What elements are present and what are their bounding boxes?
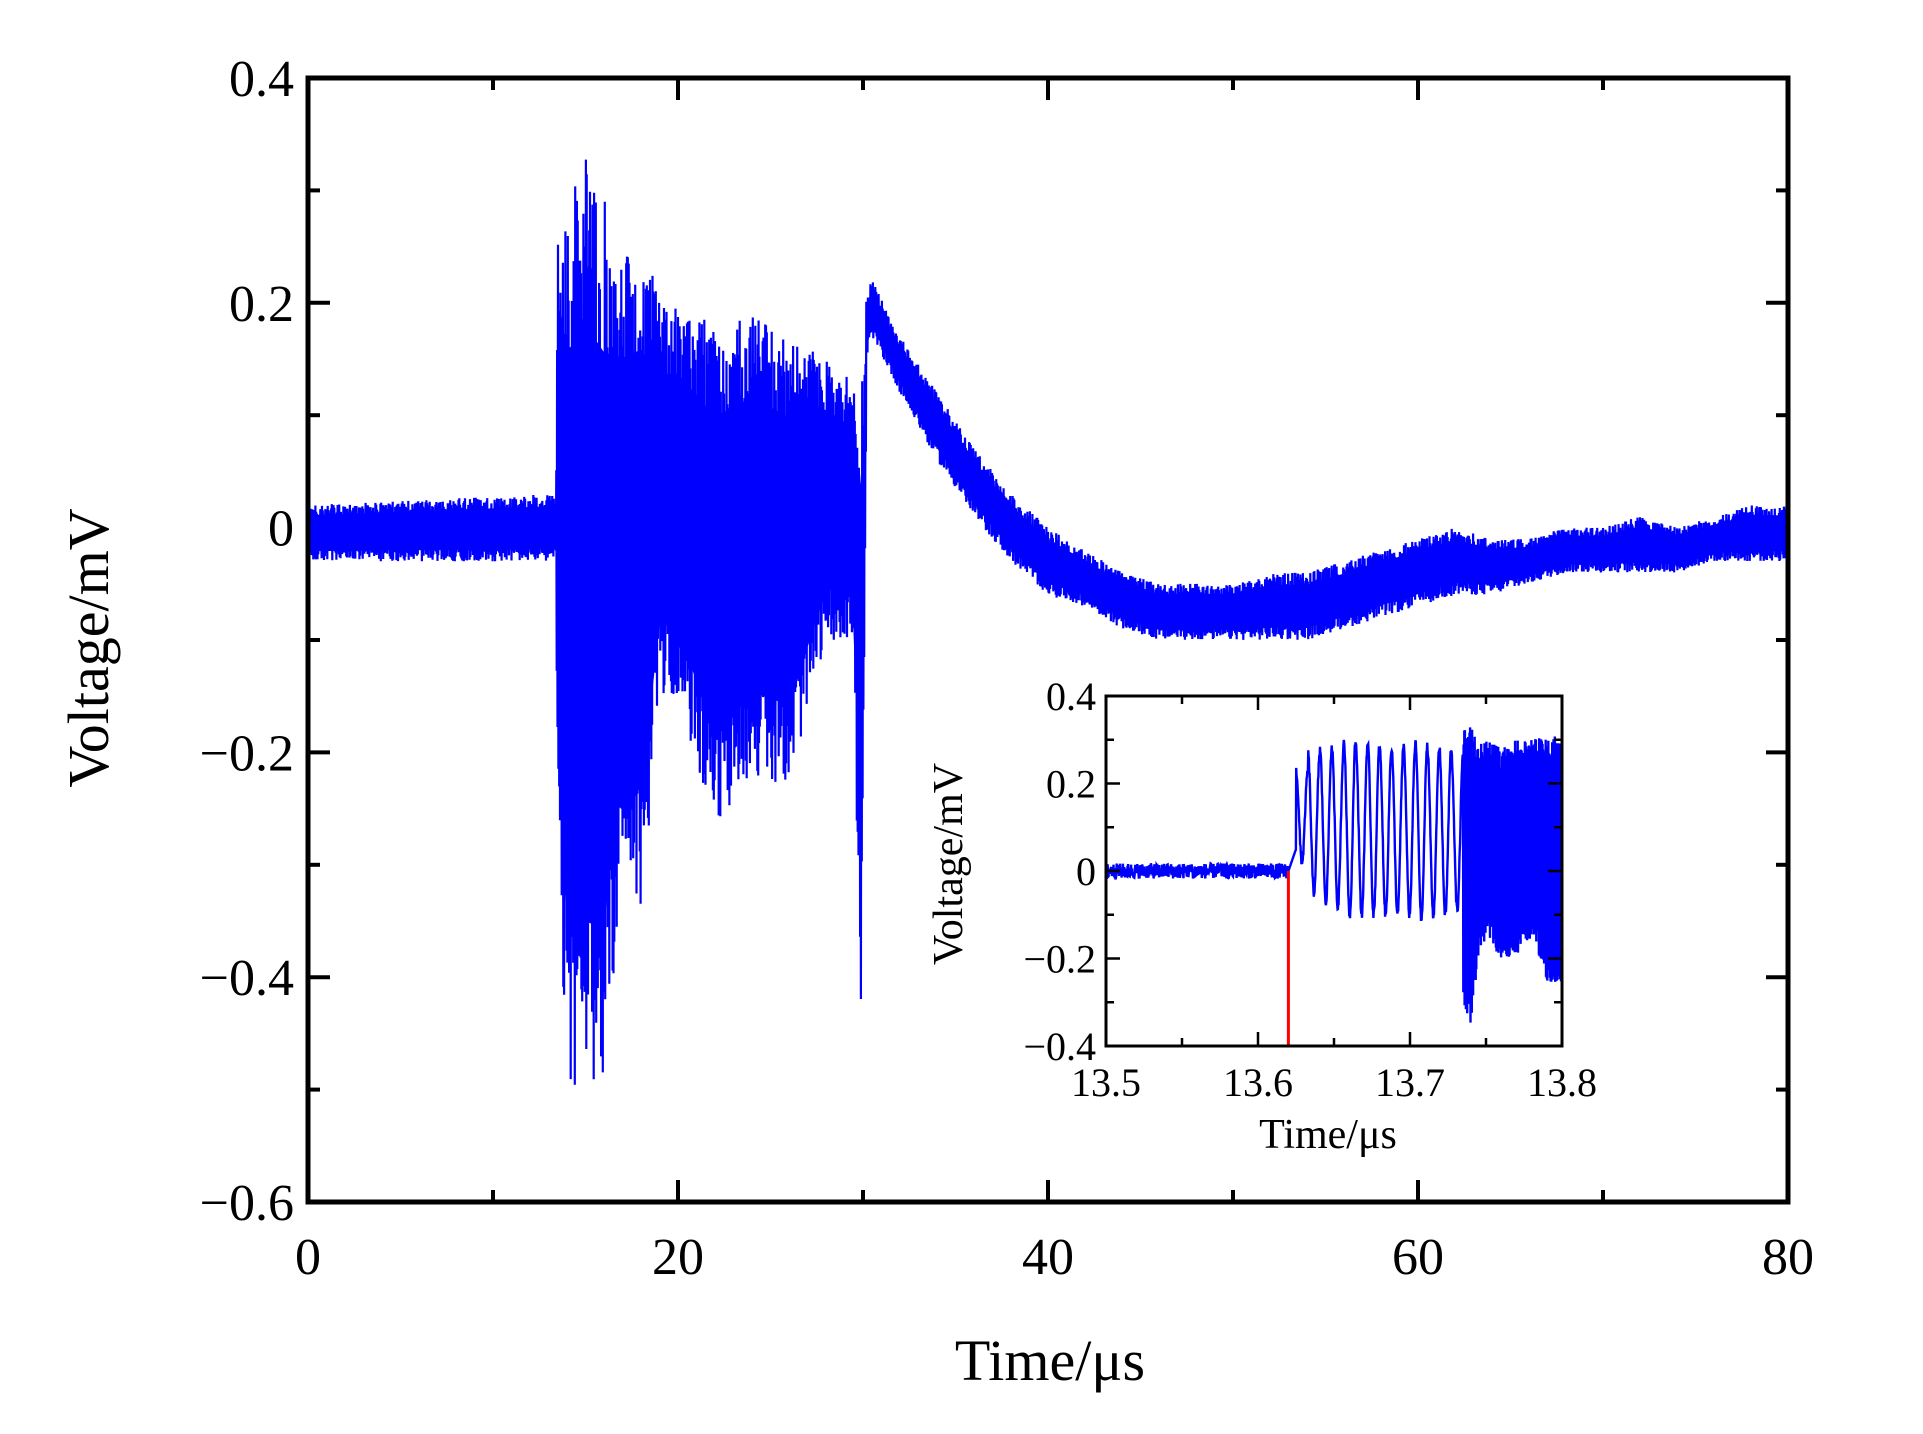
main-plot: −0.6 −0.4 −0.2 0 0.2 0.4 0 20 40 60 80 T…	[56, 51, 1814, 1393]
inset-x-tick-label: 13.8	[1527, 1060, 1597, 1105]
main-x-tick-label: 60	[1392, 1229, 1444, 1286]
main-series-line	[306, 159, 1790, 1085]
main-y-tick-label: 0	[268, 501, 294, 558]
inset-series-group	[1104, 727, 1564, 1023]
inset-plot: −0.4 −0.2 0 0.2 0.4 13.5 13.6 13.7 13.8 …	[926, 674, 1597, 1158]
main-x-axis-label: Time/μs	[955, 1328, 1145, 1393]
inset-y-tick-label: 0	[1076, 849, 1096, 894]
main-series-band	[308, 294, 1788, 928]
main-y-tick-label: −0.4	[200, 950, 294, 1007]
inset-y-tick-label: −0.4	[1023, 1024, 1096, 1069]
main-x-tick-label: 40	[1022, 1229, 1074, 1286]
inset-y-tick-label: −0.2	[1023, 937, 1096, 982]
main-x-tick-label: 0	[295, 1229, 321, 1286]
main-x-tick-labels: 0 20 40 60 80	[295, 1229, 1814, 1286]
main-plot-frame	[305, 75, 1791, 1205]
inset-x-axis-label: Time/μs	[1259, 1112, 1397, 1158]
inset-x-tick-label: 13.6	[1223, 1060, 1293, 1105]
inset-y-axis-label: Voltage/mV	[926, 763, 972, 965]
inset-plot-frame	[1104, 694, 1564, 1048]
inset-series-line	[1104, 727, 1564, 1023]
main-x-tick-label: 20	[652, 1229, 704, 1286]
main-y-tick-label: −0.2	[200, 725, 294, 782]
inset-y-tick-label: 0.4	[1046, 674, 1096, 719]
main-y-tick-label: 0.2	[229, 276, 294, 333]
main-y-tick-label: −0.6	[200, 1175, 294, 1232]
main-y-tick-labels: −0.6 −0.4 −0.2 0 0.2 0.4	[200, 51, 294, 1232]
inset-x-tick-label: 13.7	[1375, 1060, 1445, 1105]
inset-x-tick-labels: 13.5 13.6 13.7 13.8	[1071, 1060, 1597, 1105]
main-series-group	[306, 159, 1790, 1085]
inset-y-tick-labels: −0.4 −0.2 0 0.2 0.4	[1023, 674, 1096, 1069]
inset-x-tick-label: 13.5	[1071, 1060, 1141, 1105]
inset-y-tick-label: 0.2	[1046, 762, 1096, 807]
main-y-axis-label: Voltage/mV	[56, 508, 121, 787]
main-y-tick-label: 0.4	[229, 51, 294, 108]
main-x-tick-label: 80	[1762, 1229, 1814, 1286]
